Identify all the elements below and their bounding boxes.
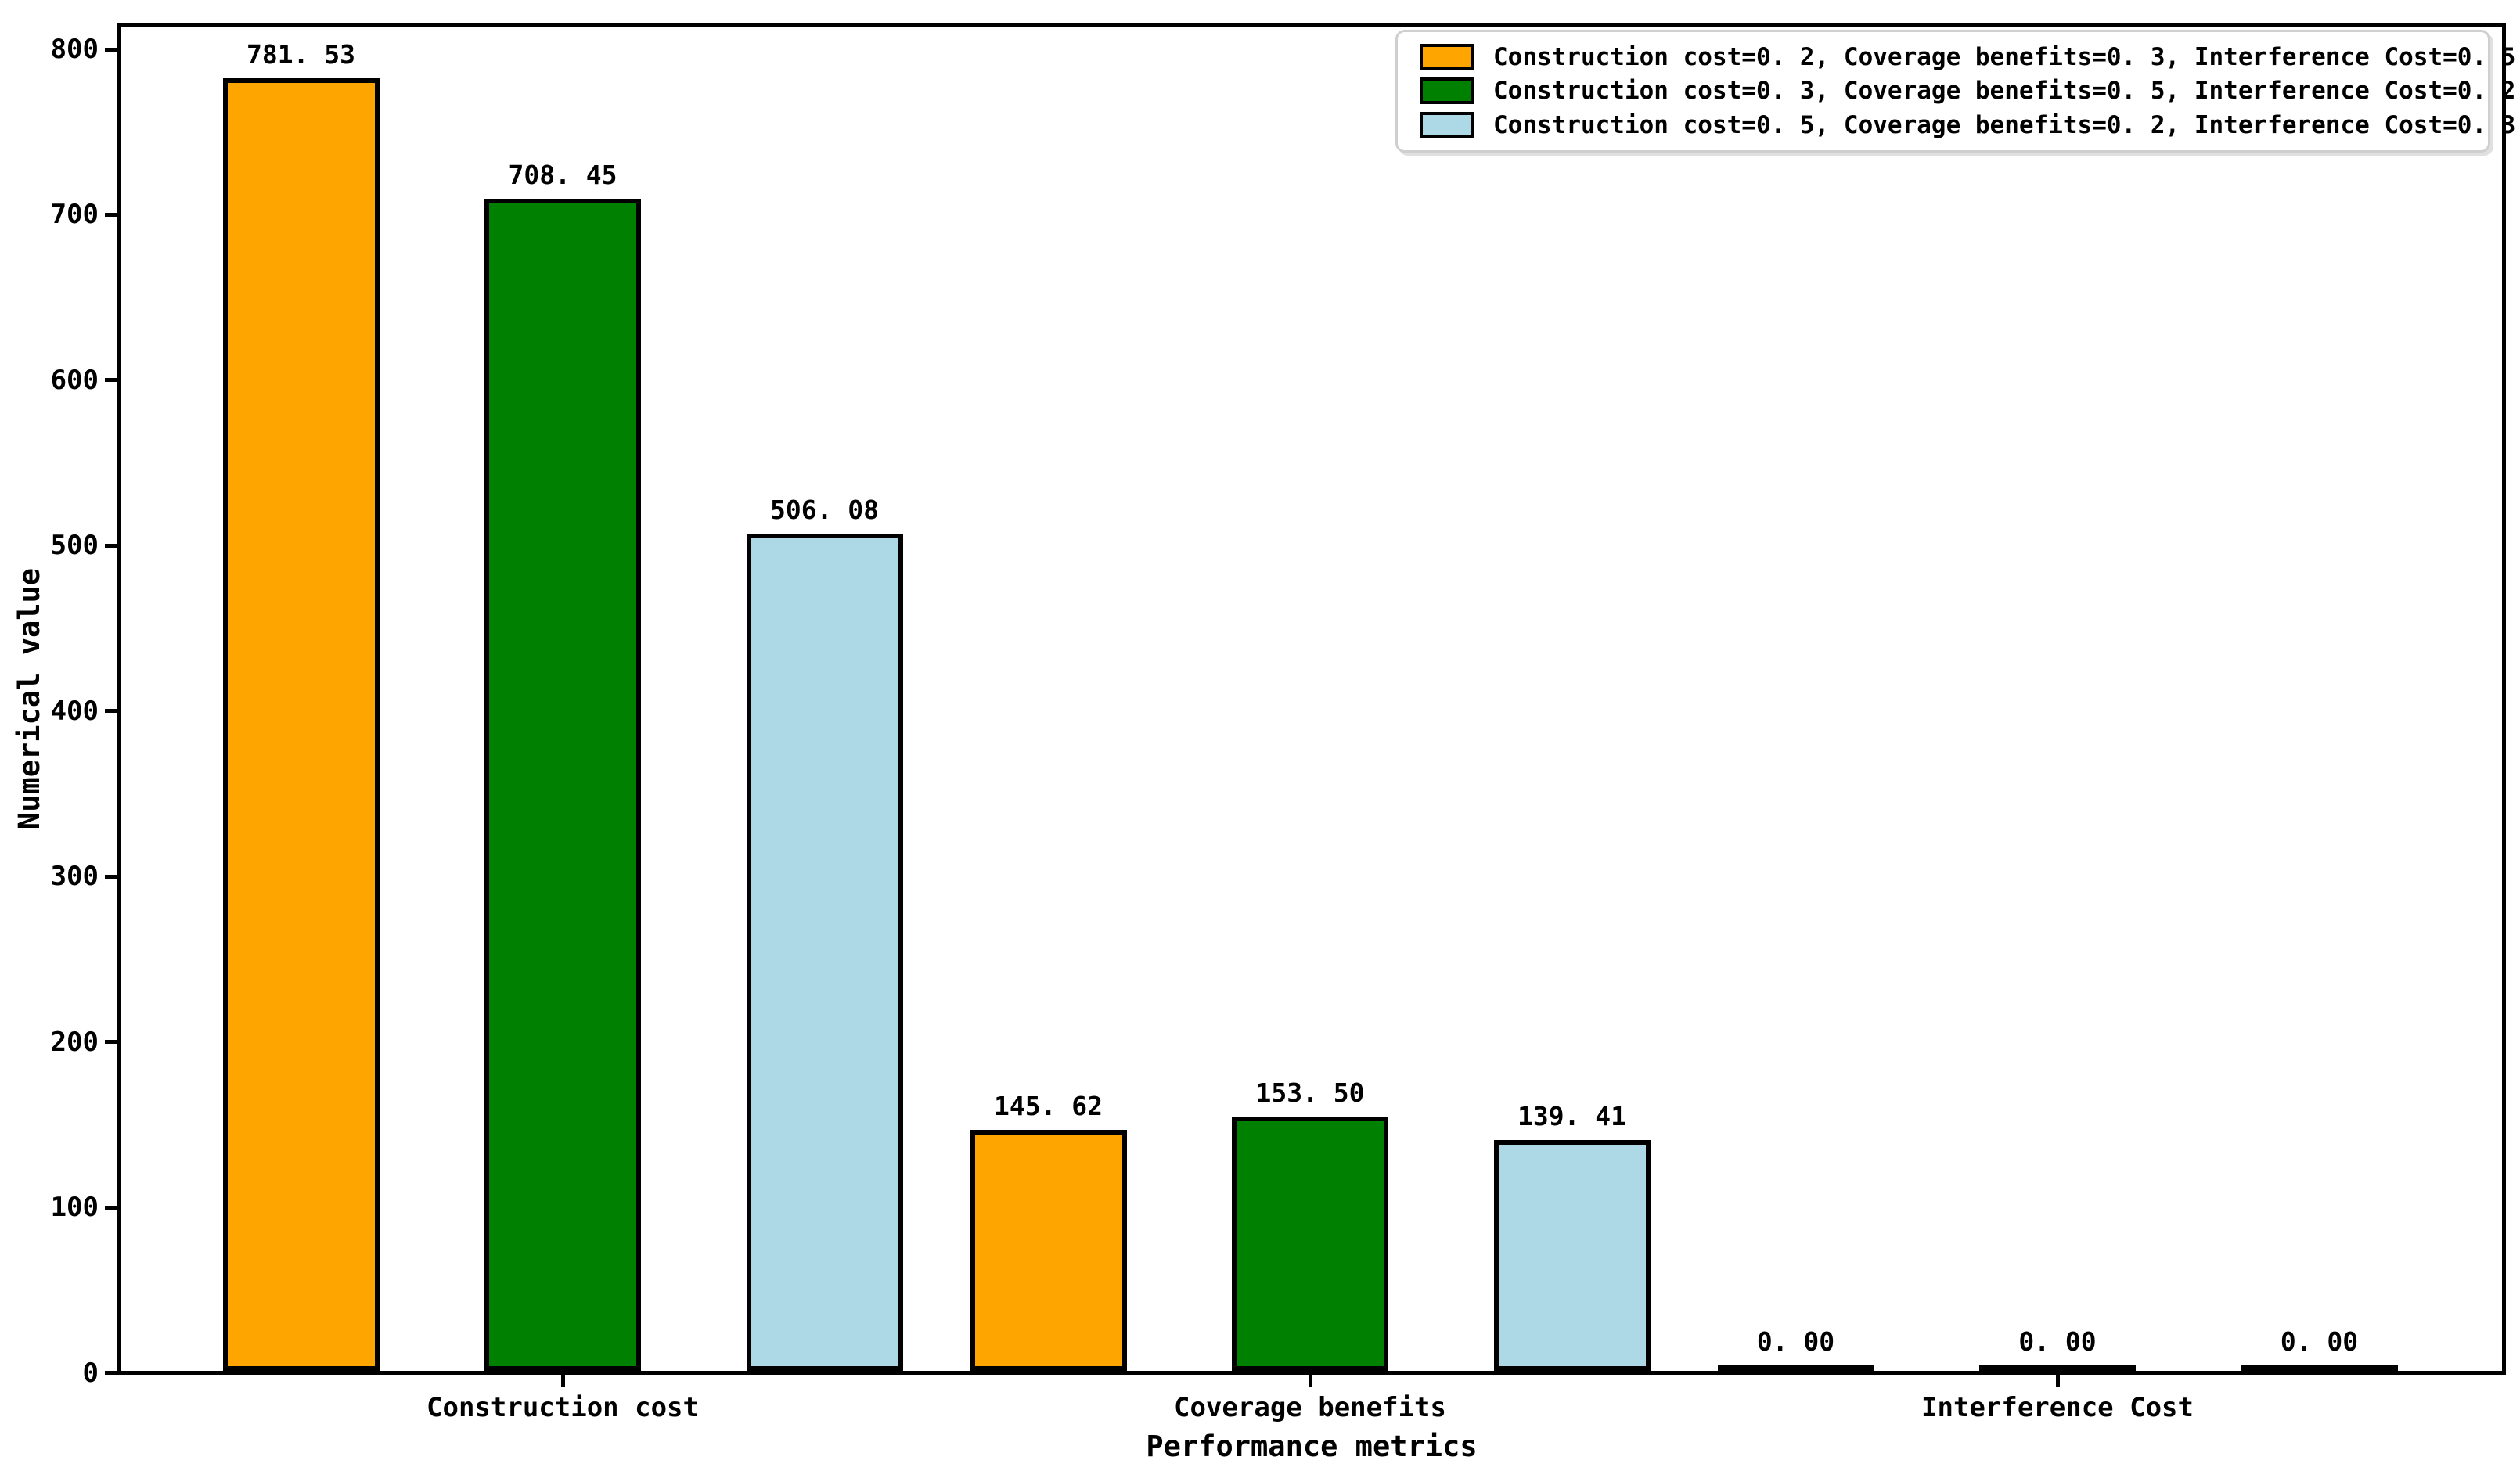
- y-tick-label: 300: [50, 861, 99, 893]
- bar: [484, 199, 641, 1371]
- y-tick-mark: [105, 543, 117, 548]
- bar: [222, 78, 380, 1371]
- y-tick-label: 400: [50, 695, 99, 727]
- bar-value-label: 781. 53: [246, 39, 356, 70]
- legend-label: Construction cost=0. 5, Coverage benefit…: [1493, 111, 2516, 140]
- bar-value-label: 506. 08: [769, 495, 880, 525]
- bar: [1232, 1117, 1388, 1371]
- bar-value-label: 0. 00: [1756, 1326, 1835, 1357]
- legend-label: Construction cost=0. 3, Coverage benefit…: [1493, 77, 2516, 106]
- bar: [1493, 1140, 1651, 1371]
- legend-swatch: [1420, 43, 1474, 70]
- bar-value-label: 153. 50: [1255, 1077, 1365, 1108]
- y-tick-label: 800: [50, 34, 99, 65]
- y-tick-mark: [105, 212, 117, 217]
- bar-value-label: 139. 41: [1517, 1101, 1627, 1131]
- y-tick-mark: [105, 1205, 117, 1210]
- y-tick-label: 200: [50, 1026, 99, 1058]
- legend-swatch: [1420, 77, 1474, 105]
- x-tick-mark: [560, 1375, 565, 1387]
- bar-value-label: 0. 00: [2018, 1326, 2097, 1357]
- bar-zero-height: [2241, 1365, 2398, 1371]
- x-tick-label: Construction cost: [427, 1392, 699, 1423]
- bar: [970, 1130, 1127, 1371]
- y-tick-mark: [105, 378, 117, 383]
- y-tick-label: 500: [50, 530, 99, 562]
- legend-entry: Construction cost=0. 2, Coverage benefit…: [1420, 41, 2515, 73]
- y-tick-label: 0: [82, 1357, 99, 1389]
- x-tick-label: Coverage benefits: [1174, 1392, 1446, 1423]
- y-tick-mark: [105, 1040, 117, 1045]
- y-tick-label: 700: [50, 199, 99, 231]
- y-tick-mark: [105, 47, 117, 52]
- y-tick-mark: [105, 874, 117, 879]
- legend-swatch: [1420, 112, 1474, 139]
- y-tick-label: 100: [50, 1192, 99, 1224]
- y-tick-label: 600: [50, 364, 99, 396]
- bar-zero-height: [1717, 1365, 1874, 1371]
- bar: [746, 534, 903, 1371]
- bar-value-label: 708. 45: [508, 160, 617, 190]
- x-tick-label: Interference Cost: [1921, 1392, 2194, 1423]
- y-tick-mark: [105, 709, 117, 714]
- x-tick-mark: [1308, 1375, 1312, 1387]
- x-tick-mark: [2055, 1375, 2060, 1387]
- y-tick-mark: [105, 1371, 117, 1375]
- bar-value-label: 0. 00: [2280, 1326, 2359, 1357]
- bar-zero-height: [1979, 1365, 2136, 1371]
- x-axis-title: Performance metrics: [1146, 1430, 1478, 1463]
- legend-label: Construction cost=0. 2, Coverage benefit…: [1493, 42, 2516, 71]
- legend-entry: Construction cost=0. 5, Coverage benefit…: [1420, 110, 2515, 141]
- legend-entry: Construction cost=0. 3, Coverage benefit…: [1420, 75, 2515, 106]
- bar-value-label: 145. 62: [993, 1091, 1103, 1121]
- legend: Construction cost=0. 2, Coverage benefit…: [1395, 30, 2515, 153]
